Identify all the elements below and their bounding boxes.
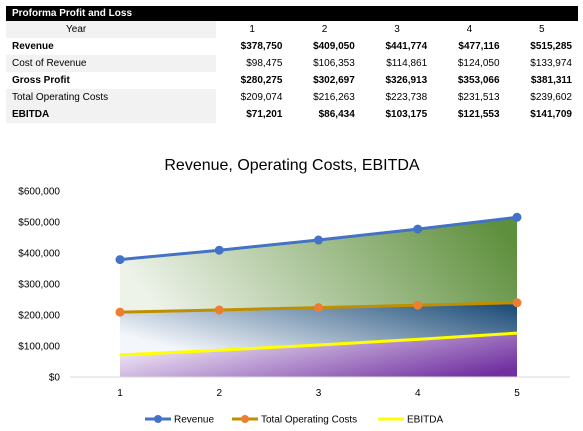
header-year-3: 3: [394, 24, 400, 35]
cell-value: $409,050: [313, 41, 355, 52]
row-gross-profit: Gross Profit $280,275 $302,697 $326,913 …: [6, 72, 578, 89]
cell-value: $477,116: [458, 41, 500, 52]
y-tick-label: $200,000: [18, 311, 60, 322]
data-point-revenue: [314, 235, 323, 245]
data-point-revenue: [413, 224, 423, 234]
area-total-operating-costs: [120, 302, 517, 355]
row-total-operating-costs: Total Operating Costs $209,074 $216,263 …: [6, 89, 578, 106]
cell-value: $106,353: [313, 58, 355, 69]
data-point-total-operating-costs: [413, 300, 423, 310]
series-line-ebitda: [119, 331, 518, 357]
row-cost-of-revenue: Cost of Revenue $98,475 $106,353 $114,86…: [6, 55, 578, 72]
legend-marker-total-operating-costs: [241, 415, 249, 423]
row-label: EBITDA: [6, 106, 216, 123]
cell-value: $223,738: [385, 92, 428, 103]
cell-value: $216,263: [313, 92, 355, 103]
row-label: Gross Profit: [12, 75, 70, 86]
revenue-costs-ebitda-chart: Revenue, Operating Costs, EBITDA $0 $100,…: [18, 157, 570, 426]
cell-value: $302,697: [313, 75, 355, 86]
cell-value: $86,434: [318, 109, 355, 120]
area-fills: [120, 217, 517, 377]
cell-value: $103,175: [385, 109, 428, 120]
cell-value: $441,774: [385, 41, 428, 52]
cell-value: $353,066: [457, 75, 500, 86]
legend-marker-revenue: [154, 415, 162, 423]
pl-table: Year 1 2 3 4 5 Revenue $378,750 $409,050…: [6, 21, 578, 123]
cell-value: $71,201: [246, 109, 283, 120]
cell-value: $141,709: [530, 109, 572, 120]
cell-value: $124,050: [457, 58, 500, 69]
cell-value: $209,074: [240, 92, 283, 103]
header-year-2: 2: [321, 24, 328, 35]
x-axis-ticks: 1 2 3 4 5: [117, 388, 520, 399]
cell-value: $515,285: [530, 41, 572, 52]
data-point-total-operating-costs: [512, 298, 522, 308]
data-point-revenue: [512, 212, 522, 222]
series-markers: [115, 212, 522, 317]
cell-value: $133,974: [530, 58, 572, 69]
cell-value: $121,553: [457, 109, 500, 120]
row-label: Cost of Revenue: [6, 55, 216, 72]
cell-value: $326,913: [385, 75, 428, 86]
cell-value: $114,861: [386, 58, 428, 69]
cell-value: $280,275: [240, 75, 283, 86]
pl-table-title: Proforma Profit and Loss: [6, 6, 578, 21]
header-year-label: Year: [6, 21, 216, 38]
y-axis-ticks: $0 $100,000 $200,000 $300,000 $400,000 $500,0…: [18, 187, 60, 384]
legend-label-revenue: Revenue: [174, 415, 214, 426]
cell-value: $378,750: [240, 41, 283, 52]
y-tick-label: $300,000: [18, 280, 60, 291]
x-tick-label: 1: [117, 388, 123, 399]
cell-value: $381,311: [530, 75, 572, 86]
chart-legend: Revenue Total Operating Costs EBITDA: [145, 415, 443, 426]
x-tick-label: 4: [415, 388, 421, 399]
area-ebitda: [120, 333, 517, 377]
cell-value: $239,602: [530, 92, 572, 103]
legend-label-total-operating-costs: Total Operating Costs: [261, 415, 357, 426]
data-point-total-operating-costs: [214, 305, 224, 315]
area-revenue: [120, 217, 517, 313]
header-year-5: 5: [539, 24, 545, 35]
legend-label-ebitda: EBITDA: [407, 415, 443, 426]
pl-header-row: Year 1 2 3 4 5: [6, 21, 578, 38]
data-point-total-operating-costs: [314, 303, 323, 313]
y-tick-label: $600,000: [18, 187, 60, 198]
row-label: Revenue: [12, 41, 54, 52]
x-tick-label: 5: [514, 388, 520, 399]
row-revenue: Revenue $378,750 $409,050 $441,774 $477,…: [6, 38, 578, 55]
data-point-total-operating-costs: [115, 307, 125, 317]
cell-value: $98,475: [246, 58, 283, 69]
y-tick-label: $100,000: [18, 342, 60, 353]
header-year-1: 1: [249, 24, 255, 35]
header-year-4: 4: [466, 24, 473, 35]
x-tick-label: 2: [216, 388, 222, 399]
y-tick-label: $500,000: [18, 218, 60, 229]
data-point-revenue: [214, 245, 224, 255]
chart-title: Revenue, Operating Costs, EBITDA: [164, 157, 420, 174]
row-label: Total Operating Costs: [6, 89, 216, 106]
y-tick-label: $400,000: [18, 249, 60, 260]
x-tick-label: 3: [316, 388, 322, 399]
pl-table-container: Proforma Profit and Loss Year 1 2 3 4 5 …: [6, 6, 578, 123]
cell-value: $231,513: [457, 92, 500, 103]
row-ebitda: EBITDA $71,201 $86,434 $103,175 $121,553…: [6, 106, 578, 123]
data-point-revenue: [115, 255, 125, 265]
y-tick-label: $0: [49, 373, 61, 384]
